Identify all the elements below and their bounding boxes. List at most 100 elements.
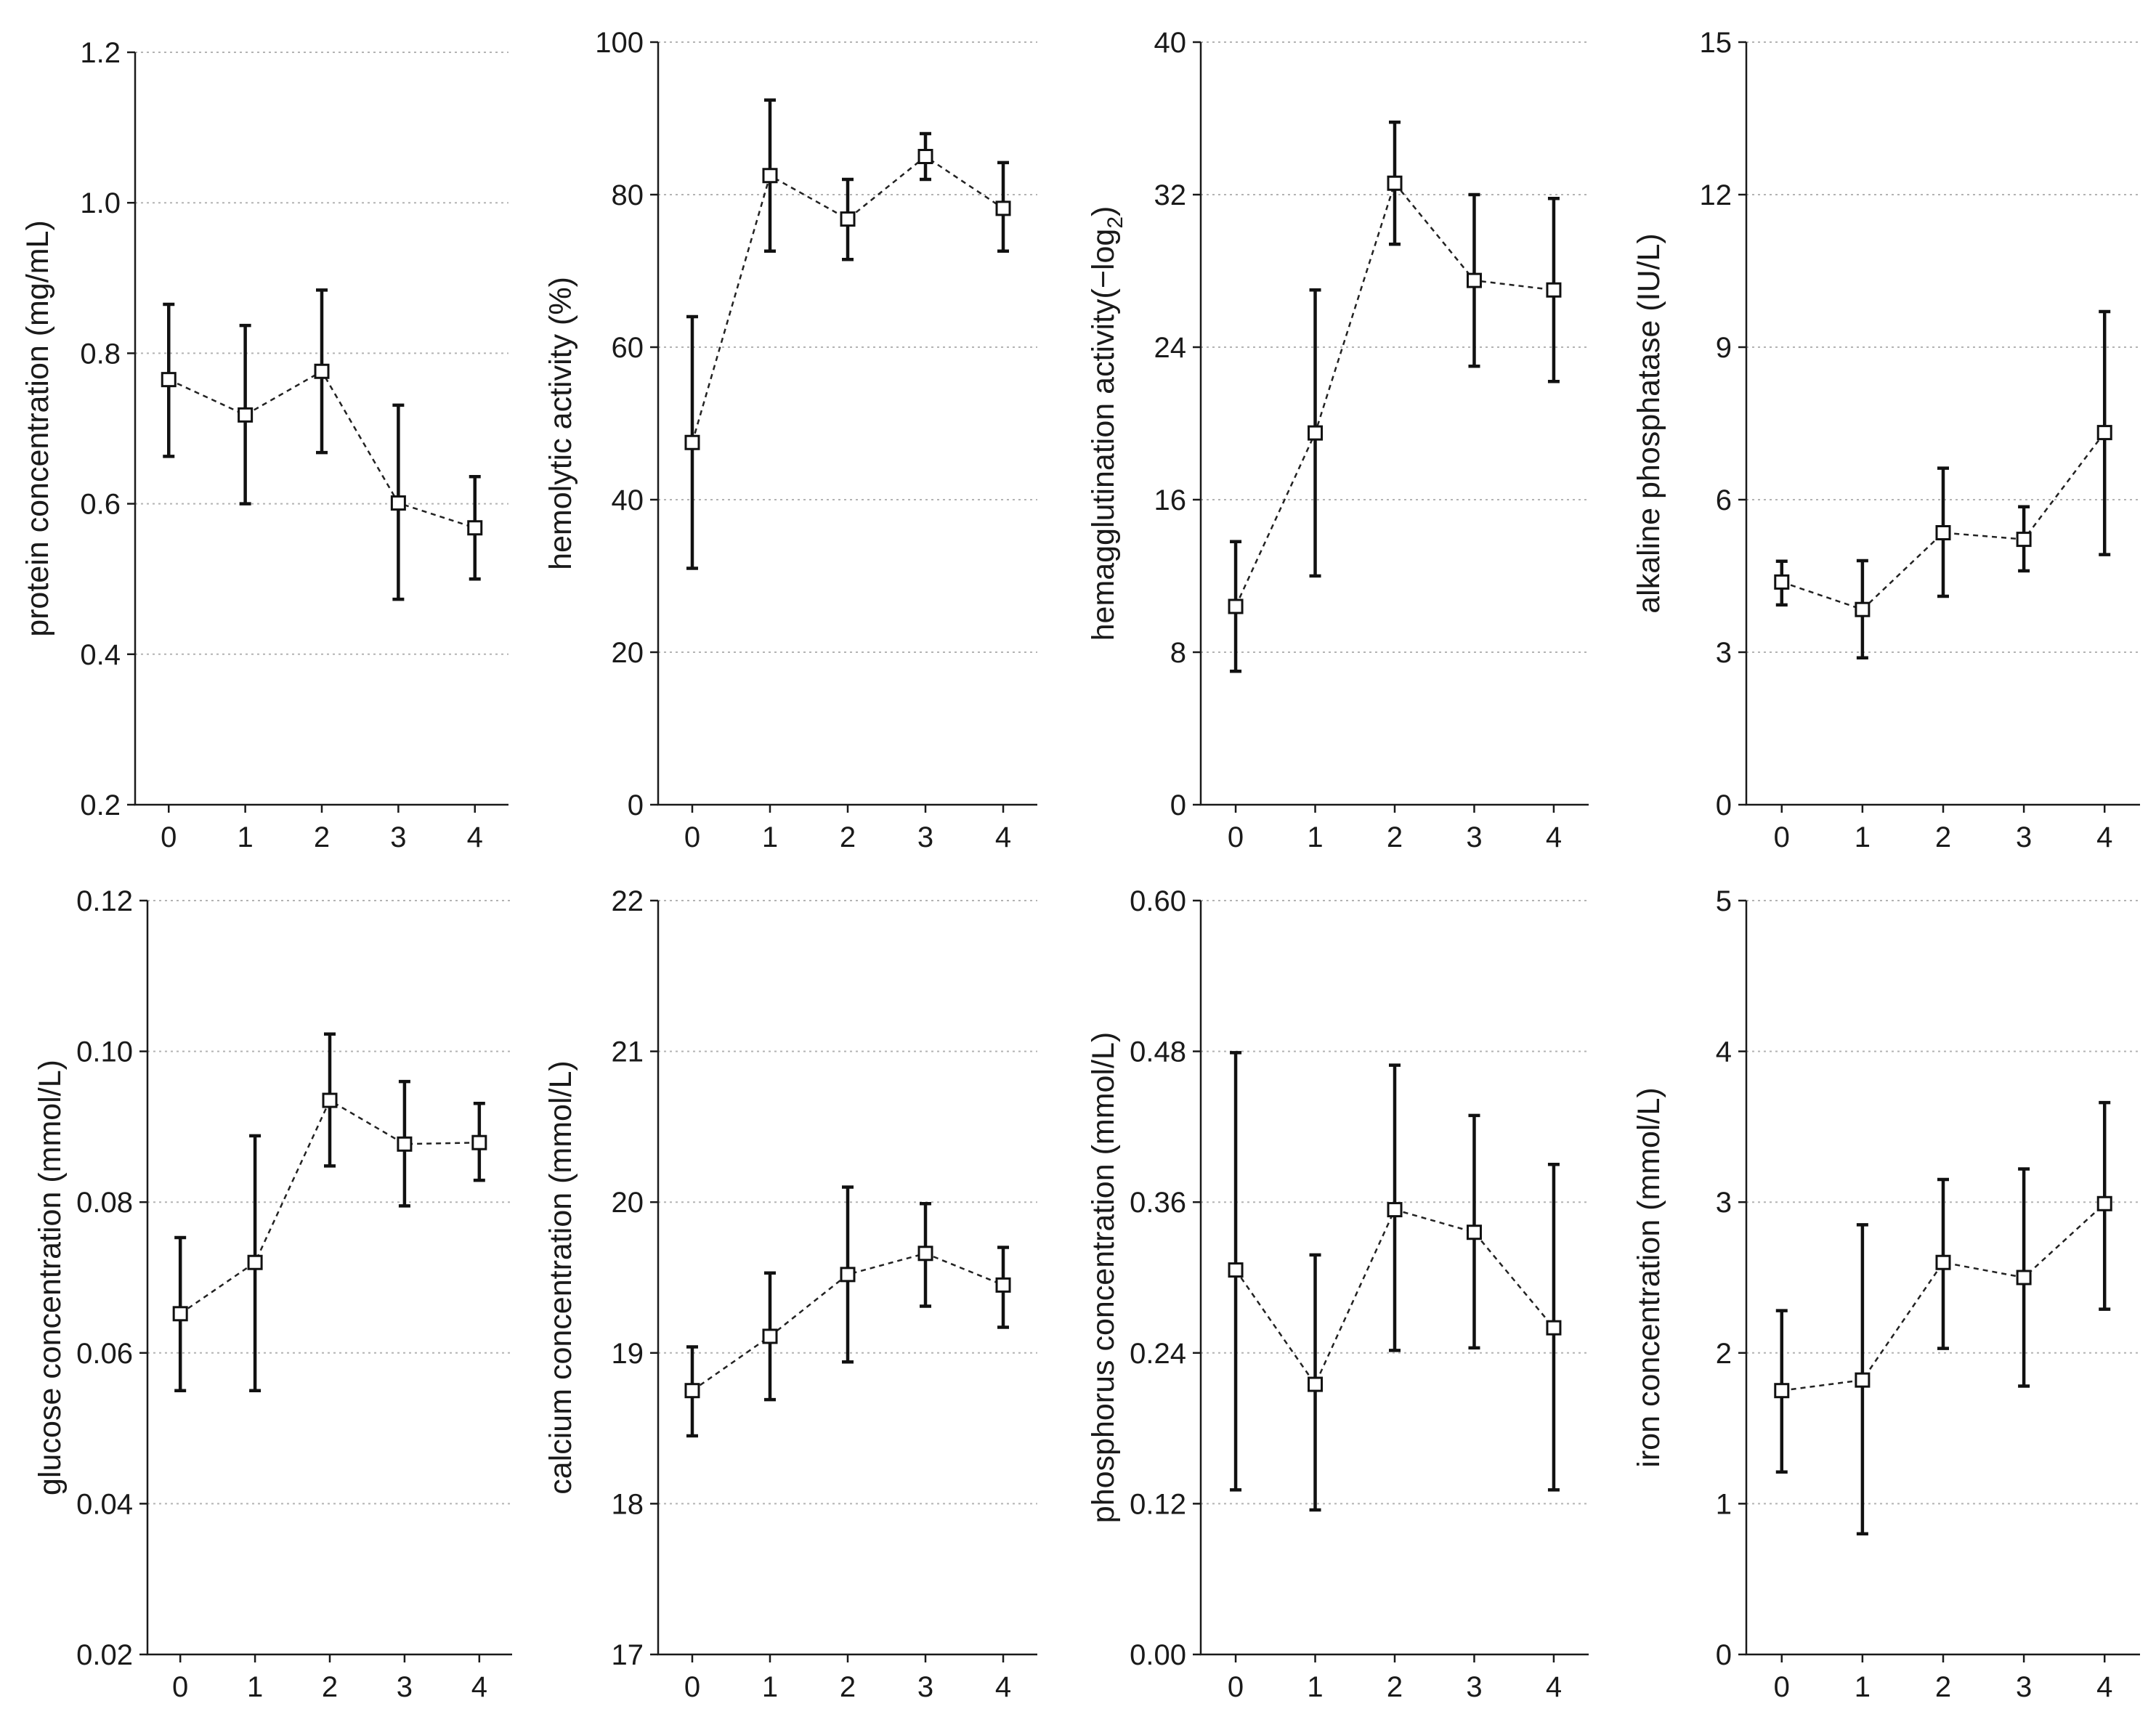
axis-spine — [1199, 901, 1589, 1656]
y-tick-label: 21 — [612, 1036, 644, 1068]
data-point — [1774, 1383, 1790, 1399]
x-tick-label: 2 — [314, 821, 330, 853]
data-point — [2016, 1270, 2032, 1286]
y-tick-label: 60 — [612, 332, 644, 364]
y-tick-label: 3 — [1716, 637, 1732, 669]
x-tick-label: 4 — [2096, 1671, 2112, 1703]
x-tick-label: 2 — [840, 1671, 856, 1703]
x-tick-label: 2 — [1935, 1671, 1951, 1703]
data-point — [2096, 1195, 2112, 1211]
y-tick-label: 0 — [1716, 1639, 1732, 1671]
x-tick-label: 1 — [762, 821, 778, 853]
y-axis-title-text: iron concentration (mmol/L) — [1632, 1087, 1666, 1467]
x-tick-label: 1 — [238, 821, 254, 853]
y-tick-label: 17 — [612, 1639, 644, 1671]
x-tick-label: 1 — [1307, 821, 1323, 853]
x-tick-label: 0 — [1228, 1671, 1244, 1703]
y-tick-label: 0 — [628, 789, 644, 821]
y-tick-label: 0.4 — [80, 639, 121, 671]
y-tick-label: 100 — [595, 27, 644, 59]
x-tick-label: 3 — [397, 1671, 413, 1703]
x-tick-label: 4 — [1546, 821, 1562, 853]
x-tick-label: 4 — [995, 821, 1011, 853]
y-tick-label: 1.0 — [80, 187, 121, 219]
data-point — [238, 407, 254, 423]
data-point — [840, 211, 856, 227]
y-tick-label: 18 — [612, 1488, 644, 1520]
y-axis-title-text: alkaline phosphatase (IU/L) — [1632, 233, 1666, 613]
data-point — [161, 372, 177, 388]
data-point — [1228, 1262, 1244, 1278]
x-tick-label: 4 — [2096, 821, 2112, 853]
data-point — [1546, 282, 1562, 298]
x-tick-label: 0 — [172, 1671, 188, 1703]
x-tick-label: 0 — [1228, 821, 1244, 853]
y-tick-label: 0.24 — [1130, 1338, 1186, 1370]
y-tick-label: 0.00 — [1130, 1639, 1186, 1671]
y-tick-label: 2 — [1716, 1338, 1732, 1370]
axis-spine — [146, 901, 512, 1656]
chart-panel: 0.02 0.04 0.06 0.08 0.10 0.12 0 1 2 3 4 glucose con… — [33, 885, 512, 1703]
y-axis-title-subscript: 2 — [1103, 216, 1127, 229]
axis-spine — [134, 52, 508, 806]
data-point — [762, 168, 778, 184]
data-point — [1387, 175, 1403, 191]
y-tick-label: 0.6 — [80, 489, 121, 521]
data-point — [1228, 598, 1244, 614]
data-point — [840, 1267, 856, 1283]
y-axis-title-text: hemolytic activity (%) — [543, 277, 578, 570]
y-tick-label: 22 — [612, 885, 644, 917]
y-tick-label: 0.12 — [1130, 1488, 1186, 1520]
data-point — [2096, 425, 2112, 441]
data-point — [1935, 525, 1951, 540]
data-point — [1774, 574, 1790, 590]
y-tick-label: 1 — [1716, 1488, 1732, 1520]
y-axis-title: glucose concentration (mmol/L) — [33, 1060, 68, 1495]
x-tick-label: 1 — [1855, 1671, 1871, 1703]
y-axis-title: protein concentration (mg/mL) — [20, 220, 55, 637]
y-axis-title: iron concentration (mmol/L) — [1632, 1087, 1666, 1467]
x-tick-label: 3 — [2016, 1671, 2032, 1703]
x-tick-label: 2 — [1387, 821, 1403, 853]
y-tick-label: 0.60 — [1130, 885, 1186, 917]
y-axis-title: hemolytic activity (%) — [543, 277, 578, 570]
chart-panel: 0.2 0.4 0.6 0.8 1.0 1.2 0 1 2 3 4 protein concentra… — [20, 37, 508, 853]
y-tick-label: 5 — [1716, 885, 1732, 917]
x-tick-label: 2 — [840, 821, 856, 853]
y-tick-label: 3 — [1716, 1187, 1732, 1219]
x-tick-label: 1 — [247, 1671, 263, 1703]
data-point — [322, 1092, 338, 1108]
x-tick-label: 3 — [390, 821, 406, 853]
x-tick-label: 4 — [467, 821, 483, 853]
data-point — [467, 520, 483, 536]
y-tick-label: 40 — [1154, 27, 1187, 59]
data-point — [390, 495, 406, 511]
y-tick-label: 0.12 — [76, 885, 133, 917]
data-point — [471, 1134, 487, 1150]
y-axis-title-text: phosphorus concentration (mmol/L) — [1086, 1032, 1121, 1523]
x-tick-label: 2 — [322, 1671, 338, 1703]
y-tick-label: 0.08 — [76, 1187, 133, 1219]
data-point — [684, 434, 700, 450]
data-point — [314, 363, 330, 379]
y-tick-label: 8 — [1170, 637, 1186, 669]
y-axis-title-text: glucose concentration (mmol/L) — [33, 1060, 68, 1495]
data-point — [1387, 1202, 1403, 1218]
series-line — [1781, 1203, 2106, 1392]
axis-spine — [657, 42, 1037, 806]
y-tick-label: 0.8 — [80, 338, 121, 370]
y-axis-title-text: hemagglutination activity(−log — [1086, 229, 1121, 641]
y-axis-title-text: calcium concentration (mmol/L) — [543, 1060, 578, 1494]
chart-panel: 0 8 16 24 32 40 0 1 2 3 4 hemagglutination activity… — [1086, 27, 1589, 853]
y-tick-label: 0 — [1170, 789, 1186, 821]
y-tick-label: 24 — [1154, 332, 1187, 364]
data-point — [995, 200, 1011, 216]
data-point — [1308, 425, 1324, 441]
axis-spine — [1199, 42, 1589, 806]
data-point — [172, 1306, 188, 1322]
data-point — [1466, 272, 1482, 288]
y-tick-label: 0.06 — [76, 1338, 133, 1370]
series-line — [692, 1252, 1004, 1392]
